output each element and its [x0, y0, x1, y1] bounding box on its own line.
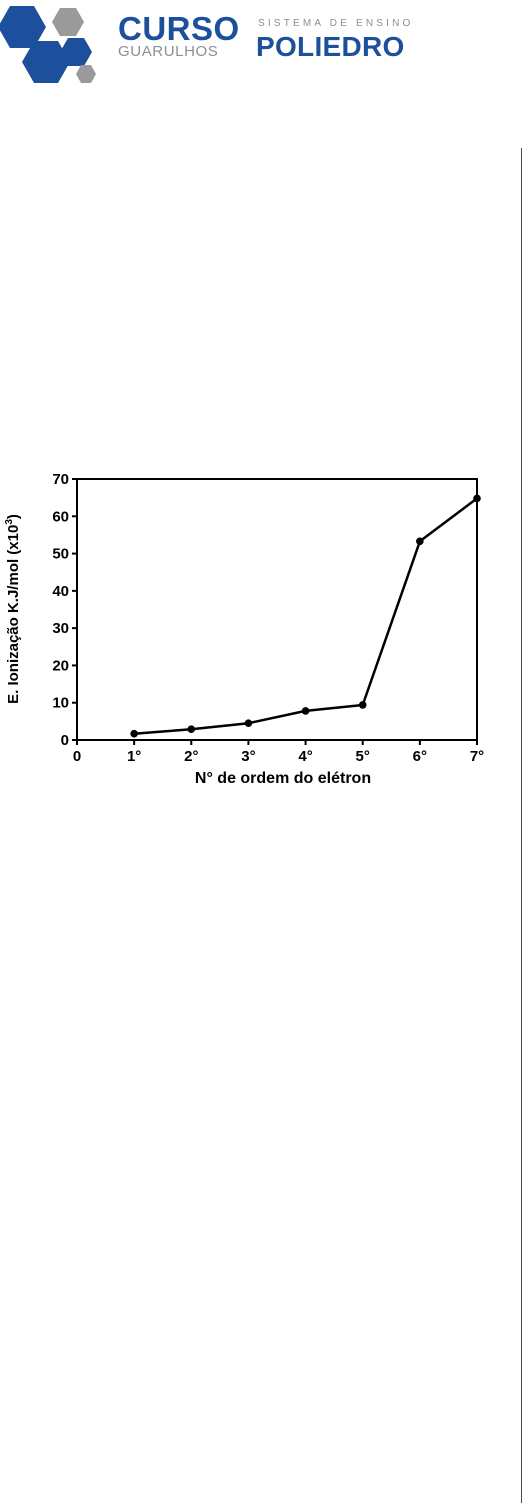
data-point [358, 701, 367, 709]
y-tick-label: 0 [61, 732, 69, 749]
y-tick-label: 10 [52, 695, 69, 712]
gray-hexagon-top [52, 8, 84, 36]
x-tick-label: 6° [413, 748, 427, 765]
brand-poliedro: POLIEDRO [256, 31, 405, 62]
series-line [134, 497, 478, 735]
hexagon-logo-icon [0, 6, 96, 83]
data-point [130, 729, 138, 738]
chart-axes [76, 478, 478, 741]
y-tick-label: 50 [52, 546, 69, 563]
y-tick-label: 70 [52, 471, 69, 488]
x-tick-label: 4° [298, 748, 312, 765]
y-axis-label-close: ) [5, 514, 22, 519]
plot-frame [76, 478, 478, 741]
y-tick-label: 40 [52, 583, 69, 600]
y-axis-label-main: E. Ionização K.J/mol (x10 [5, 525, 22, 704]
y-axis-ticks: 0 10 20 30 40 50 60 70 [52, 471, 77, 749]
page-margin-rule [521, 148, 522, 1503]
brand-sistema-de-ensino: SISTEMA DE ENSINO [258, 18, 414, 29]
data-point [473, 494, 481, 503]
x-tick-label: 3° [241, 748, 255, 765]
x-tick-label: 7° [470, 748, 484, 765]
x-tick-label: 0 [73, 748, 81, 765]
y-axis-label: E. Ionização K.J/mol (x103) [4, 514, 22, 704]
x-axis-ticks: 0 1° 2° 3° 4° 5° 6° 7° [73, 740, 484, 765]
gray-hexagon-bottom [76, 65, 96, 83]
brand-guarulhos: GUARULHOS [118, 43, 219, 60]
y-tick-label: 60 [52, 508, 69, 525]
header: CURSO GUARULHOS SISTEMA DE ENSINO POLIED… [0, 0, 529, 95]
brand-curso: CURSO [118, 10, 240, 47]
y-axis-label-superscript: 3 [4, 519, 15, 525]
x-tick-label: 5° [356, 748, 370, 765]
blue-hexagon-lower [22, 41, 70, 83]
series-layer [130, 494, 481, 738]
x-tick-label: 2° [184, 748, 198, 765]
ionization-energy-chart: 0 10 20 30 40 50 60 70 0 1° 2° 3° 4° 5° 6° 7° N° de or… [4, 471, 484, 787]
large-blue-hexagon [0, 6, 46, 48]
x-tick-label: 1° [127, 748, 141, 765]
y-tick-label: 30 [52, 620, 69, 637]
data-point [244, 719, 253, 728]
x-axis-label: N° de ordem do elétron [195, 770, 371, 787]
data-point [301, 707, 310, 715]
data-point [187, 725, 196, 733]
y-tick-label: 20 [52, 657, 69, 674]
data-point [416, 537, 424, 546]
